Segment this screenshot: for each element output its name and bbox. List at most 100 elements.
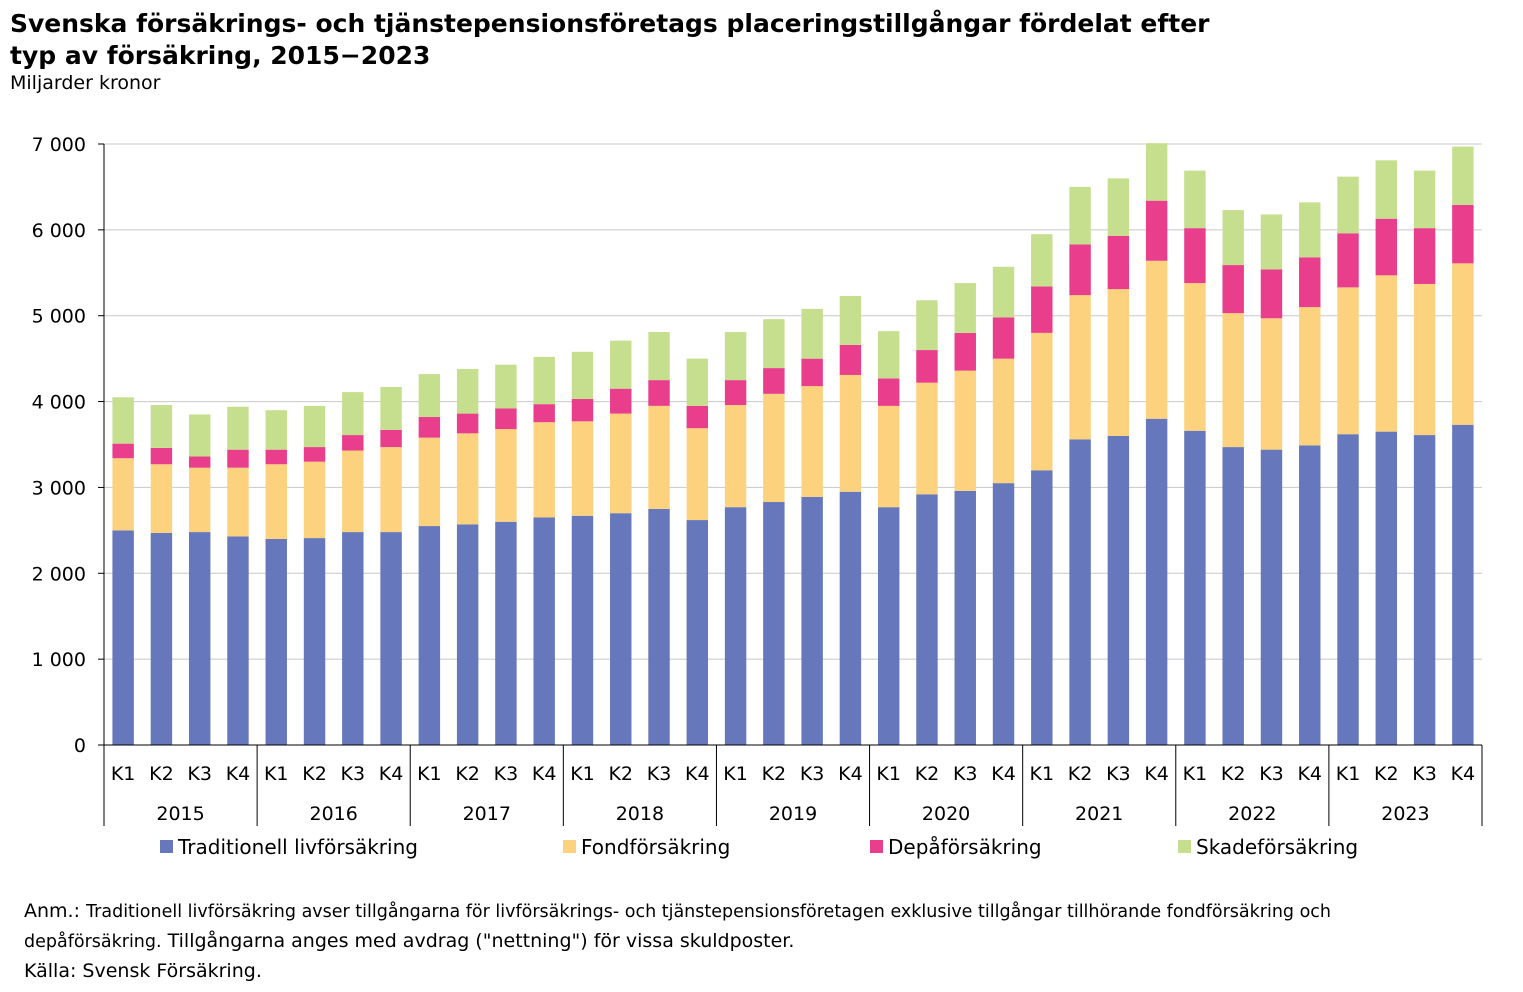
bar-segment-traditionell-livförsäkring [839, 491, 862, 745]
x-quarter-label: K4 [532, 763, 557, 785]
bar-segment-traditionell-livförsäkring [571, 515, 594, 745]
x-year-label: 2020 [922, 803, 970, 825]
x-quarter-label: K2 [762, 763, 787, 785]
bar-segment-fondförsäkring [533, 422, 555, 518]
bar-segment-skadeförsäkring [839, 295, 862, 345]
x-quarter-label: K2 [302, 763, 327, 785]
bar-segment-depåförsäkring [303, 447, 326, 462]
bar-segment-depåförsäkring [418, 417, 441, 438]
legend-swatch [1178, 840, 1191, 853]
bar-segment-fondförsäkring [112, 458, 134, 531]
bar-segment-traditionell-livförsäkring [724, 507, 747, 745]
bar-segment-traditionell-livförsäkring [227, 536, 249, 745]
legend-label: Depåförsäkring [888, 835, 1042, 859]
bar-segment-depåförsäkring [1145, 200, 1168, 261]
bar-segment-depåförsäkring [686, 405, 709, 429]
bar-segment-depåförsäkring [1337, 233, 1359, 288]
bar-segment-traditionell-livförsäkring [1337, 434, 1359, 745]
x-quarter-label: K3 [494, 763, 519, 785]
bar-segment-skadeförsäkring [763, 319, 785, 369]
source: Källa: Svensk Försäkring. [24, 960, 262, 982]
bar-segment-depåförsäkring [1184, 228, 1206, 284]
bar-segment-traditionell-livförsäkring [456, 524, 479, 745]
bar-segment-depåförsäkring [1375, 218, 1398, 276]
bar-segment-fondförsäkring [801, 386, 823, 497]
chart-title: Svenska försäkrings- och tjänstepensions… [10, 8, 1410, 72]
bar-segment-fondförsäkring [1222, 313, 1244, 448]
note-line-1: Anm.: Traditionell livförsäkring avser t… [24, 897, 1514, 927]
bar-segment-fondförsäkring [1031, 332, 1053, 471]
bar-segment-fondförsäkring [150, 464, 173, 533]
bar-segment-fondförsäkring [1299, 307, 1321, 446]
bar-segment-fondförsäkring [992, 358, 1015, 484]
bar-segment-depåförsäkring [380, 429, 402, 448]
note-label: Anm.: [24, 900, 80, 922]
bar-segment-skadeförsäkring [303, 405, 326, 448]
bar-segment-fondförsäkring [610, 413, 632, 514]
x-quarter-label: K4 [379, 763, 404, 785]
bar-segment-fondförsäkring [265, 464, 287, 539]
bar-segment-skadeförsäkring [265, 410, 287, 450]
bar-segment-traditionell-livförsäkring [1145, 418, 1168, 745]
bar-segment-depåförsäkring [954, 332, 976, 371]
x-quarter-label: K1 [111, 763, 136, 785]
bar-segment-traditionell-livförsäkring [1184, 430, 1206, 745]
bar-segment-traditionell-livförsäkring [992, 483, 1015, 745]
bar-segment-traditionell-livförsäkring [916, 494, 938, 745]
bar-segment-skadeförsäkring [877, 331, 900, 379]
bar-segment-traditionell-livförsäkring [610, 513, 632, 745]
bar-segment-traditionell-livförsäkring [763, 502, 785, 745]
bar-segment-traditionell-livförsäkring [380, 532, 402, 745]
bar-segment-depåförsäkring [648, 380, 670, 406]
x-quarter-label: K4 [685, 763, 710, 785]
bar-segment-depåförsäkring [1413, 228, 1436, 284]
bar-segment-traditionell-livförsäkring [1299, 445, 1321, 745]
bar-segment-skadeförsäkring [954, 283, 976, 333]
bar-segment-fondförsäkring [877, 405, 900, 508]
bar-segment-traditionell-livförsäkring [1260, 449, 1283, 745]
x-quarter-label: K3 [953, 763, 978, 785]
y-tick-label: 2 000 [32, 563, 86, 585]
bar-segment-fondförsäkring [954, 370, 976, 491]
bar-segment-skadeförsäkring [1031, 234, 1053, 287]
bar-segment-traditionell-livförsäkring [342, 532, 364, 745]
bar-segment-skadeförsäkring [571, 351, 594, 399]
bar-segment-skadeförsäkring [610, 340, 632, 389]
x-quarter-label: K1 [723, 763, 748, 785]
bar-segment-skadeförsäkring [1299, 202, 1321, 258]
bar-segment-traditionell-livförsäkring [877, 507, 900, 745]
x-quarter-label: K3 [1259, 763, 1284, 785]
bar-segment-traditionell-livförsäkring [686, 520, 709, 745]
x-quarter-label: K3 [647, 763, 672, 785]
x-quarter-label: K4 [1297, 763, 1322, 785]
note-line-2: depåförsäkring. Tillgångarna anges med a… [24, 927, 1514, 957]
bar-segment-fondförsäkring [1069, 295, 1091, 440]
bar-segment-traditionell-livförsäkring [303, 538, 326, 745]
bar-segment-fondförsäkring [1413, 283, 1436, 436]
bar-segment-fondförsäkring [303, 461, 326, 539]
bar-segment-traditionell-livförsäkring [1031, 470, 1053, 745]
bar-segment-depåförsäkring [992, 317, 1015, 359]
x-quarter-label: K4 [1451, 763, 1476, 785]
legend-swatch [870, 840, 883, 853]
x-quarter-label: K2 [1068, 763, 1093, 785]
bar-segment-depåförsäkring [801, 358, 823, 387]
chart-title-line-2: typ av försäkring, 2015−2023 [10, 41, 431, 70]
bar-segment-skadeförsäkring [1107, 178, 1130, 236]
bar-segment-fondförsäkring [686, 428, 709, 521]
bar-segment-fondförsäkring [380, 447, 402, 533]
bar-segment-skadeförsäkring [1222, 210, 1244, 266]
bar-segment-fondförsäkring [1375, 275, 1398, 432]
bar-segment-fondförsäkring [1145, 260, 1168, 419]
bar-segment-skadeförsäkring [456, 368, 479, 414]
x-quarter-label: K1 [1183, 763, 1208, 785]
x-quarter-label: K3 [341, 763, 366, 785]
bar-segment-skadeförsäkring [1145, 143, 1168, 201]
bar-segment-traditionell-livförsäkring [188, 532, 211, 745]
bar-segment-skadeförsäkring [112, 397, 134, 444]
bar-segment-skadeförsäkring [495, 364, 517, 409]
bar-segment-skadeförsäkring [342, 392, 364, 436]
bar-segment-skadeförsäkring [916, 300, 938, 351]
bar-segment-skadeförsäkring [801, 308, 823, 359]
bar-segment-traditionell-livförsäkring [1413, 435, 1436, 745]
